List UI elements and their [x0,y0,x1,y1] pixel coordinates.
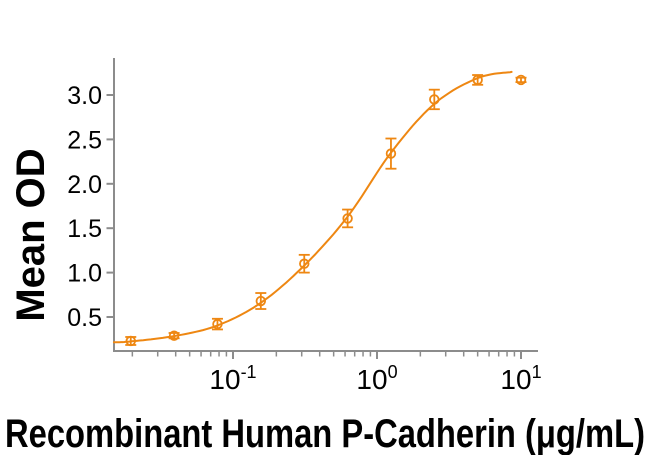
y-tick-label: 2.0 [67,171,102,199]
x-tick-label: 100 [356,362,397,395]
y-tick-label: 2.5 [67,126,102,154]
data-point-marker [299,258,310,269]
y-tick-label: 3.0 [67,82,102,110]
y-tick-label: 1.0 [67,260,102,288]
data-point-marker [168,330,180,341]
data-point-marker [125,335,136,347]
y-axis-title: Mean OD [9,148,53,321]
data-point-marker [255,295,267,307]
y-tick-label: 1.5 [67,215,102,243]
data-point-marker [212,318,223,330]
data-point-marker [429,94,440,105]
chart-generated-layer: 0.5 1.0 1.5 2.0 2.5 3.0 10-1 100 101 [67,58,542,395]
fit-curve [112,70,513,344]
data-point-marker [472,74,483,86]
x-tick-label: 101 [500,362,541,395]
x-tick-label: 10-1 [209,362,256,395]
y-tick-label: 0.5 [67,304,102,332]
data-point-marker [515,74,527,86]
data-point-marker [342,213,353,224]
x-axis-title: Recombinant Human P-Cadherin (μg/mL) [5,412,645,455]
data-point-marker [385,148,397,159]
